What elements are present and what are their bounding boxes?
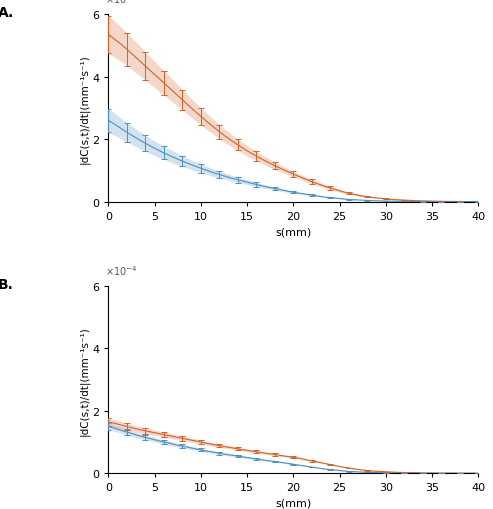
Y-axis label: |dC(s,t)/dt|(mm⁻¹s⁻¹): |dC(s,t)/dt|(mm⁻¹s⁻¹) [79,325,90,435]
Text: $\times10^{-4}$: $\times10^{-4}$ [105,0,137,6]
Text: A.: A. [0,6,14,20]
Y-axis label: |dC(s,t)/dt|(mm⁻¹s⁻¹): |dC(s,t)/dt|(mm⁻¹s⁻¹) [79,54,90,163]
X-axis label: s(mm): s(mm) [275,227,312,237]
Text: B.: B. [0,277,13,291]
Text: $\times10^{-4}$: $\times10^{-4}$ [105,263,137,277]
Text: >12h after stimulation: >12h after stimulation [0,317,2,443]
Text: <12h after stimulation: <12h after stimulation [0,46,2,172]
X-axis label: s(mm): s(mm) [275,498,312,508]
